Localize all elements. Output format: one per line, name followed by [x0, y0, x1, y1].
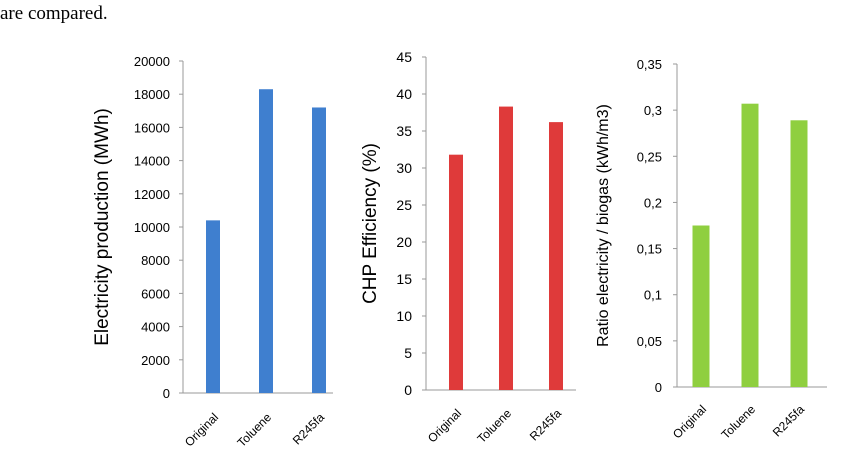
y-tick-label: 5 — [404, 345, 412, 361]
y-axis-title: Electricity production (MWh) — [92, 108, 113, 346]
x-tick-label: Original — [425, 406, 464, 445]
x-tick-label: R245fa — [770, 402, 807, 439]
caption-snippet: are compared. — [0, 3, 108, 24]
y-tick-label: 20 — [396, 234, 412, 250]
y-tick-label: 0,3 — [644, 103, 662, 118]
y-axis-title: CHP Efficiency (%) — [360, 143, 381, 304]
bar-toluene — [741, 103, 759, 387]
y-tick-label: 0 — [404, 382, 412, 398]
y-tick-label: 25 — [396, 197, 412, 213]
bar-toluene — [499, 106, 513, 390]
y-tick-label: 0,05 — [637, 334, 662, 349]
y-tick-label: 0 — [655, 380, 662, 395]
bar-r245fa — [312, 107, 326, 393]
y-tick-label: 12000 — [134, 187, 170, 202]
bar-original — [449, 154, 463, 390]
bar-r245fa — [549, 122, 563, 391]
y-tick-label: 10000 — [134, 220, 170, 235]
y-tick-label: 6000 — [141, 286, 170, 301]
y-tick-label: 18000 — [134, 87, 170, 102]
y-tick-label: 15 — [396, 271, 412, 287]
bar-toluene — [259, 89, 273, 393]
y-tick-label: 10 — [396, 308, 412, 324]
y-axis-title: Ratio electricity / biogas (kWh/m3) — [595, 104, 612, 347]
chart-1: 0 2000 4000 6000 8000 10000 12000 14000 16000 180… — [92, 54, 333, 450]
y-tick-label: 14000 — [134, 154, 170, 169]
y-tick-label: 16000 — [134, 120, 170, 135]
y-tick-label: 0 — [163, 386, 170, 401]
y-tick-label: 0,1 — [644, 288, 662, 303]
bar-original — [692, 225, 710, 387]
y-tick-label: 20000 — [134, 54, 170, 69]
y-tick-label: 4000 — [141, 320, 170, 335]
x-tick-label: Toluene — [234, 410, 274, 450]
x-tick-label: Original — [670, 402, 709, 441]
y-tick-label: 8000 — [141, 253, 170, 268]
bar-r245fa — [790, 120, 808, 388]
x-tick-label: Original — [182, 410, 221, 449]
y-tick-label: 0,35 — [637, 57, 662, 72]
chart-3: 0 0,05 0,1 0,15 0,2 0,25 0,3 0,35 Ratio electric… — [595, 57, 827, 442]
x-tick-label: Toluene — [718, 402, 758, 442]
y-tick-label: 30 — [396, 160, 412, 176]
x-tick-label: R245fa — [290, 410, 327, 447]
bar-original — [206, 220, 220, 393]
y-tick-label: 40 — [396, 86, 412, 102]
y-tick-label: 0,15 — [637, 242, 662, 257]
y-tick-label: 45 — [396, 49, 412, 65]
x-tick-label: R245fa — [527, 406, 564, 443]
y-tick-label: 0,2 — [644, 195, 662, 210]
chart-2: 0 5 10 15 20 25 30 35 40 45 CHP Efficiency (%) Orig… — [360, 49, 576, 446]
y-tick-label: 2000 — [141, 353, 170, 368]
x-tick-label: Toluene — [474, 406, 514, 446]
y-tick-label: 0,25 — [637, 149, 662, 164]
y-tick-label: 35 — [396, 123, 412, 139]
